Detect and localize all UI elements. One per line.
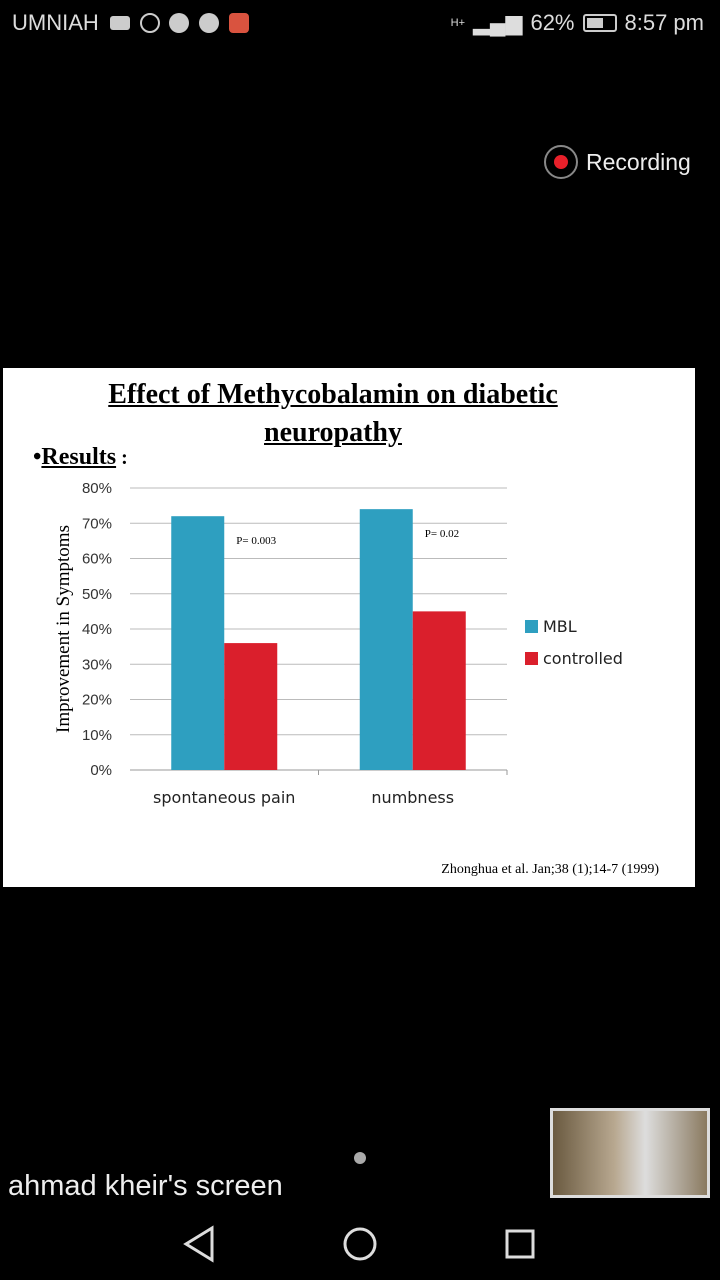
battery-percent: 62% [530,10,575,35]
shared-slide: Effect of Methycobalamin on diabetic neu… [3,368,695,887]
video-call-icon [110,16,130,30]
recording-indicator: Recording [544,145,691,179]
home-icon[interactable] [343,1227,377,1261]
record-icon [544,145,578,179]
legend-label: MBL [543,617,577,636]
y-tick-label: 0% [90,762,112,779]
title-line-2: neuropathy [264,417,402,448]
y-tick-label: 20% [82,692,112,709]
screen-share-name: ahmad kheir's screen [8,1170,283,1202]
p-value-annotation: P= 0.003 [236,535,276,547]
messenger-icon [199,13,219,33]
participant-video-thumbnail[interactable] [550,1108,710,1198]
y-tick-label: 40% [82,621,112,638]
network-type: H+ [450,17,466,29]
carrier-name: UMNIAH [12,10,99,35]
p-value-annotation: P= 0.02 [425,528,459,540]
x-tick-label: numbness [371,788,454,807]
y-tick-label: 30% [82,656,112,673]
legend-swatch-controlled [525,652,538,665]
x-tick-label: spontaneous pain [153,788,295,807]
whatsapp-icon [140,13,160,33]
title-line-1: Effect of Methycobalamin on diabetic [108,379,558,410]
bar-controlled-1 [412,611,466,770]
recording-label: Recording [586,148,691,175]
y-axis-label: Improvement in Symptoms [53,525,74,733]
clock: 8:57 pm [624,10,705,35]
battery-icon [582,14,617,32]
bar-chart: 0% 10% 20% 30% 40% 50% 60% 70% 80% Improvement in… [53,480,623,807]
y-tick-label: 10% [82,727,112,744]
slide-title: Effect of Methycobalamin on diabetic neu… [3,376,663,452]
results-colon: : [116,447,128,469]
y-tick-label: 50% [82,586,112,603]
facebook-icon [169,13,189,33]
bar-mbl-1 [359,509,413,770]
bar-controlled-0 [224,643,278,770]
back-icon[interactable] [183,1225,214,1263]
y-tick-label: 70% [82,515,112,532]
y-tick-label: 80% [82,480,112,497]
results-label: Results [41,444,117,470]
y-tick-label: 60% [82,551,112,568]
page-indicator-dot [354,1152,366,1164]
mail-app-icon [229,13,249,33]
citation: Zhonghua et al. Jan;38 (1);14-7 (1999) [441,862,659,877]
signal-icon: ▂▄▆ [473,10,523,35]
bullet: • [33,444,42,470]
legend-label: controlled [543,649,623,668]
results-heading: •Results : [33,444,128,471]
status-bar: UMNIAH H+ ▂▄▆ 62% 8:57 pm [0,0,720,50]
recents-icon[interactable] [505,1229,535,1259]
navigation-bar [183,1225,535,1263]
legend-swatch-mbl [525,620,538,633]
bar-mbl-0 [171,516,225,770]
